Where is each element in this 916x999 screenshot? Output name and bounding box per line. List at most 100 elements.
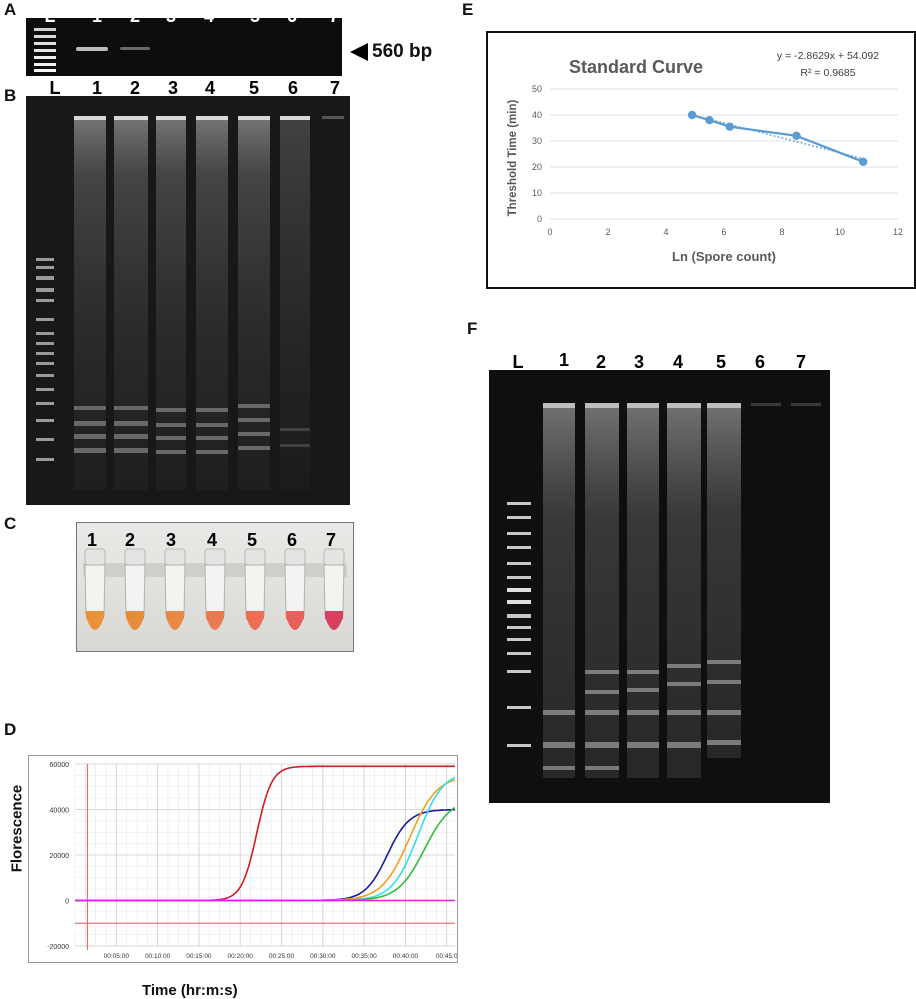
panel-e-label: E — [462, 0, 474, 19]
panel-d-chart-frame: 60000 40000 20000 0 -20000 00:05:00 00:10:00 00… — [28, 755, 458, 963]
tube-2 — [124, 548, 146, 630]
panel-f-lane-2: 2 — [595, 352, 606, 372]
panel-c-tubes — [83, 548, 347, 630]
panel-f-lane-7: 7 — [795, 352, 806, 372]
tube-liquid-top — [325, 611, 343, 619]
tube-liquid — [246, 617, 264, 630]
y-tick-label: 40 — [532, 110, 542, 120]
trendline — [691, 114, 864, 160]
tube-liquid — [86, 617, 104, 630]
panel-a-lane-4: 4 — [203, 6, 214, 26]
tube-5 — [244, 548, 266, 630]
panel-c-tube-7: 7 — [325, 530, 336, 550]
y-tick-label: 0 — [537, 214, 542, 224]
panel-f-lane-1: 1 — [558, 350, 569, 370]
x-tick-label: 2 — [605, 227, 610, 237]
tube-liquid-top — [206, 611, 224, 619]
tube-1 — [84, 548, 106, 630]
data-point-4 — [792, 131, 801, 140]
trendline-equation: y = -2.8629x + 54.092 — [777, 50, 879, 62]
panel-d-xlabel: Time (hr:m:s) — [142, 982, 238, 999]
tube-3 — [164, 548, 186, 630]
tube-liquid-top — [286, 611, 304, 619]
tube-4 — [204, 548, 226, 630]
panel-b-lane-5: 5 — [248, 78, 259, 98]
panel-c-tube-2: 2 — [124, 530, 135, 550]
panel-c-label: C — [4, 514, 17, 533]
panel-d-label: D — [4, 720, 17, 739]
amplification-chart: 60000 40000 20000 0 -20000 00:05:00 00:10:00 00… — [47, 762, 458, 960]
panel-a-marker-label: 560 bp — [372, 41, 433, 62]
panel-c-tube-6: 6 — [286, 530, 297, 550]
x-tick-label: 6 — [721, 227, 726, 237]
x-tick-label: 00:30:00 — [310, 953, 336, 960]
panel-b-bands — [36, 116, 344, 490]
y-tick-label: 10 — [532, 188, 542, 198]
tube-cap — [84, 548, 106, 566]
panel-b-lane-2: 2 — [129, 78, 140, 98]
panel-b-lane-4: 4 — [204, 78, 215, 98]
tube-cap — [164, 548, 186, 566]
y-tick-label: -20000 — [47, 944, 69, 951]
y-tick-label: 0 — [65, 899, 69, 906]
marker-arrow-icon — [350, 43, 368, 61]
panel-d-ylabel: Florescence — [8, 784, 26, 873]
tube-liquid-top — [126, 611, 144, 619]
x-tick-label: 00:25:00 — [269, 953, 295, 960]
panel-a-band-lane2 — [120, 47, 150, 50]
panel-a-lane-5: 5 — [249, 6, 260, 26]
panel-a-label: A — [4, 0, 17, 19]
panel-b-lane-6: 6 — [287, 78, 298, 98]
x-axis-label: Ln (Spore count) — [672, 249, 776, 264]
r-squared-label: R² = 0.9685 — [800, 67, 855, 79]
panel-a-ladder — [34, 28, 56, 72]
y-tick-label: 20 — [532, 162, 542, 172]
panel-e-chart-frame: 0 10 20 30 40 50 0 2 4 6 8 10 12 Standard Curve y = -2… — [486, 31, 916, 289]
panel-b-lane-3: 3 — [167, 78, 178, 98]
panel-b-lane-7: 7 — [329, 78, 340, 98]
panel-f-lane-4: 4 — [672, 352, 683, 372]
y-axis-label: Threshold Time (min) — [507, 99, 519, 216]
tube-liquid — [286, 617, 304, 630]
panel-f-gel — [489, 370, 830, 803]
tube-cap — [323, 548, 345, 566]
series-line — [691, 113, 864, 163]
panel-a-band-lane1 — [76, 47, 108, 51]
panel-a-bands — [34, 28, 150, 72]
x-tick-label: 00:15:00 — [186, 953, 212, 960]
x-tick-label: 00:05:00 — [104, 953, 130, 960]
tube-liquid — [166, 617, 184, 630]
tube-liquid — [126, 617, 144, 630]
chart-title: Standard Curve — [569, 57, 703, 77]
panel-b-gel — [26, 96, 350, 505]
tube-liquid-top — [166, 611, 184, 619]
tube-7 — [323, 548, 345, 630]
y-tick-label: 40000 — [50, 808, 70, 815]
x-tick-label: 8 — [779, 227, 784, 237]
panel-c-tube-3: 3 — [165, 530, 176, 550]
amplification-curve-4 — [75, 776, 456, 902]
x-tick-label: 00:35:00 — [351, 953, 377, 960]
panel-b-lane-1: 1 — [91, 78, 102, 98]
panel-a-lane-6: 6 — [286, 6, 297, 26]
panel-a-lane-2: 2 — [129, 6, 140, 26]
tube-cap — [284, 548, 306, 566]
y-tick-label: 20000 — [50, 853, 70, 860]
x-tick-label: 00:45:0 — [436, 953, 457, 960]
panel-f-bands — [507, 403, 821, 778]
panel-f-ladder — [507, 502, 531, 747]
data-point-1 — [687, 110, 697, 120]
panel-f-lane-L: L — [512, 352, 524, 372]
tube-liquid — [206, 617, 224, 630]
panel-c-photo — [76, 522, 354, 652]
tube-cap — [204, 548, 226, 566]
x-tick-label: 0 — [547, 227, 552, 237]
panel-f-lane-5: 5 — [715, 352, 726, 372]
y-tick-label: 60000 — [50, 762, 70, 769]
panel-a-lane-1: 1 — [91, 6, 102, 26]
x-tick-label: 12 — [893, 227, 903, 237]
panel-b-lane-L: L — [49, 78, 61, 98]
x-tick-label: 00:10:00 — [145, 953, 171, 960]
tube-6 — [284, 548, 306, 630]
panel-b-label: B — [4, 86, 17, 105]
